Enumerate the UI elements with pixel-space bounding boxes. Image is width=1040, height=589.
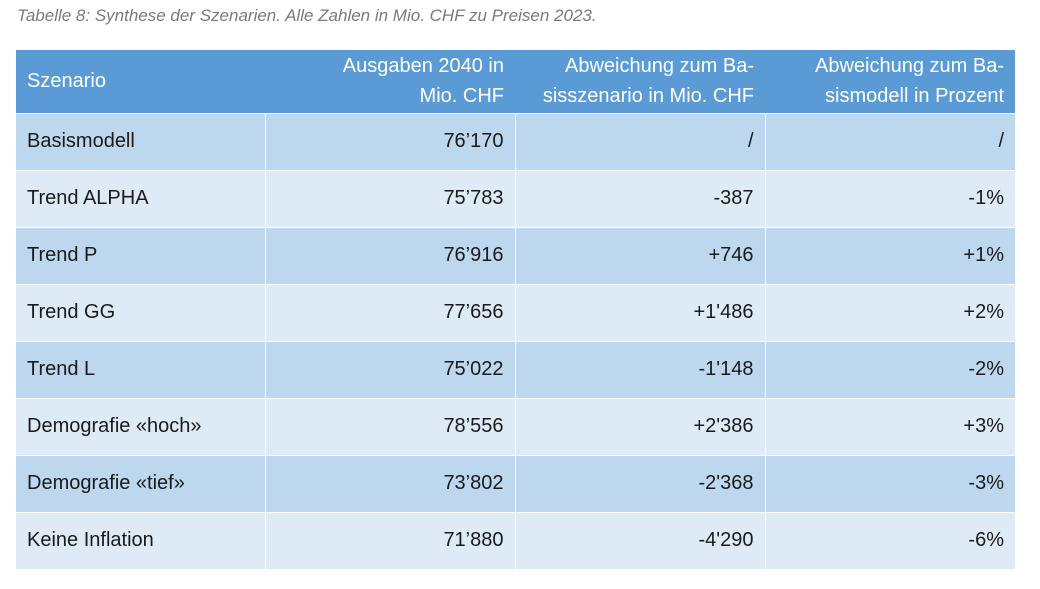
- scenario-name: Basismodell: [16, 112, 265, 170]
- header-ausgaben: Ausgaben 2040 in Mio. CHF: [265, 50, 515, 113]
- abweichung-prozent-value: -1%: [764, 169, 1015, 227]
- abweichung-prozent-value: +1%: [764, 226, 1015, 284]
- scenario-name: Trend P: [16, 226, 265, 284]
- abweichung-chf-value: -387: [514, 169, 765, 227]
- abweichung-chf-value: +1'486: [514, 283, 765, 341]
- header-line: Ausgaben 2040 in: [342, 55, 504, 78]
- ausgaben-value: 76’916: [264, 226, 515, 284]
- abweichung-chf-value: -2'368: [514, 454, 765, 512]
- ausgaben-value: 78’556: [264, 397, 515, 455]
- header-abweichung-prozent: Abweichung zum Ba- sismodell in Prozent: [765, 50, 1015, 113]
- abweichung-prozent-value: +2%: [764, 283, 1015, 341]
- table-row: Trend GG 77’656 +1'486 +2%: [16, 283, 1015, 341]
- header-szenario: Szenario: [16, 50, 265, 113]
- scenario-name: Keine Inflation: [16, 511, 265, 569]
- ausgaben-value: 77’656: [264, 283, 515, 341]
- abweichung-chf-value: -4'290: [514, 511, 765, 569]
- abweichung-prozent-value: +3%: [764, 397, 1015, 455]
- abweichung-prozent-value: -6%: [764, 511, 1015, 569]
- header-line: Abweichung zum Ba-: [565, 55, 754, 78]
- abweichung-chf-value: +746: [514, 226, 765, 284]
- abweichung-prozent-value: /: [764, 112, 1015, 170]
- header-abweichung-chf: Abweichung zum Ba- sisszenario in Mio. C…: [515, 50, 765, 113]
- header-line: sismodell in Prozent: [825, 85, 1004, 108]
- table-row: Trend ALPHA 75’783 -387 -1%: [16, 169, 1015, 227]
- table-row: Trend P 76’916 +746 +1%: [16, 226, 1015, 284]
- table-header-row: Szenario Ausgaben 2040 in Mio. CHF Abwei…: [16, 50, 1015, 113]
- ausgaben-value: 75’783: [264, 169, 515, 227]
- scenario-name: Trend GG: [16, 283, 265, 341]
- table-row: Demografie «tief» 73’802 -2'368 -3%: [16, 454, 1015, 512]
- header-line: Szenario: [27, 70, 106, 93]
- ausgaben-value: 75’022: [264, 340, 515, 398]
- header-line: Abweichung zum Ba-: [815, 55, 1004, 78]
- scenario-name: Demografie «hoch»: [16, 397, 265, 455]
- abweichung-prozent-value: -3%: [764, 454, 1015, 512]
- ausgaben-value: 76’170: [264, 112, 515, 170]
- table-row: Basismodell 76’170 / /: [16, 112, 1015, 170]
- header-line: sisszenario in Mio. CHF: [542, 85, 754, 108]
- header-line: Mio. CHF: [419, 85, 504, 108]
- table-caption: Tabelle 8: Synthese der Szenarien. Alle …: [17, 6, 597, 25]
- abweichung-prozent-value: -2%: [764, 340, 1015, 398]
- abweichung-chf-value: +2'386: [514, 397, 765, 455]
- ausgaben-value: 71’880: [264, 511, 515, 569]
- scenario-name: Trend ALPHA: [16, 169, 265, 227]
- abweichung-chf-value: /: [514, 112, 765, 170]
- table-row: Keine Inflation 71’880 -4'290 -6%: [16, 511, 1015, 569]
- table-row: Trend L 75’022 -1'148 -2%: [16, 340, 1015, 398]
- scenario-name: Demografie «tief»: [16, 454, 265, 512]
- table-row: Demografie «hoch» 78’556 +2'386 +3%: [16, 397, 1015, 455]
- ausgaben-value: 73’802: [264, 454, 515, 512]
- scenario-name: Trend L: [16, 340, 265, 398]
- abweichung-chf-value: -1'148: [514, 340, 765, 398]
- scenario-table: Szenario Ausgaben 2040 in Mio. CHF Abwei…: [16, 50, 1015, 569]
